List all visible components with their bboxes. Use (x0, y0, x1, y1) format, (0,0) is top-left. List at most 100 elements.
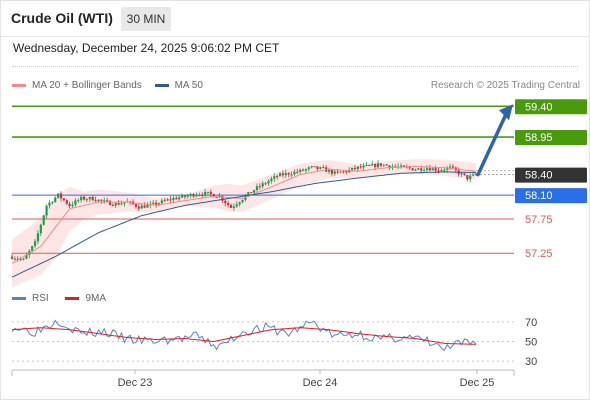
x-tick-label: Dec 24 (303, 377, 338, 389)
timeframe-button[interactable]: 30 MIN (121, 7, 171, 31)
candle-body (446, 167, 449, 170)
level-tag-58-40 (515, 167, 587, 183)
candle-body (270, 178, 273, 182)
candle-body (16, 258, 19, 260)
candle-body (120, 203, 123, 205)
candle-body (336, 171, 339, 173)
candle-body (212, 194, 215, 198)
rsi-ma-line (11, 327, 477, 345)
candle-body (443, 169, 446, 171)
candle-body (284, 172, 287, 176)
legend-ma50: MA 50 (154, 80, 203, 91)
level-tag-58-10 (515, 188, 587, 204)
candle-body (198, 194, 201, 196)
rsi-tick-30: 30 (525, 356, 537, 368)
candle-body (175, 198, 178, 200)
price-legend: MA 20 + Bollinger Bands MA 50 (12, 80, 213, 91)
candle-body (278, 173, 282, 177)
candle-body (42, 215, 45, 225)
candle-body (183, 195, 187, 197)
rsi-tick-50: 50 (525, 336, 537, 348)
legend-rsi-ma: 9MA (65, 293, 106, 304)
candle-body (399, 165, 403, 167)
chart-header: Crude Oil (WTI) 30 MIN (0, 0, 590, 37)
level-label-57-25: 57.25 (525, 248, 553, 260)
candle-body (304, 169, 308, 171)
candle-body (250, 192, 253, 194)
candle-body (258, 186, 261, 188)
candle-body (123, 202, 126, 204)
forecast-arrow (476, 112, 508, 177)
candle-body (192, 194, 195, 197)
candle-body (322, 167, 325, 169)
candle-body (296, 171, 299, 173)
candle-body (178, 197, 181, 200)
candle-body (221, 196, 224, 201)
candle-body (350, 167, 354, 170)
candle-body (25, 254, 28, 259)
candle-body (22, 258, 25, 260)
candle-body (152, 202, 155, 204)
candle-body (31, 245, 34, 251)
rsi-legend: RSI 9MA (12, 293, 120, 304)
candle-body (411, 168, 414, 171)
candle-body (62, 198, 65, 201)
candle-body (227, 203, 230, 206)
candle-body (368, 165, 371, 167)
level-label-58-40: 58.40 (525, 170, 553, 182)
candle-body (229, 205, 233, 208)
candle-body (385, 164, 388, 166)
candle-body (54, 197, 57, 203)
candle-body (163, 200, 166, 202)
ma20-line (11, 165, 477, 264)
candle-body (77, 200, 80, 202)
candle-body (414, 169, 417, 171)
forecast-arrow-head (499, 104, 513, 121)
candle-body (267, 181, 270, 184)
candle-body (290, 174, 293, 176)
candle-body (140, 205, 143, 209)
candle-body (313, 166, 316, 168)
bollinger-band (12, 159, 476, 288)
candle-body (45, 205, 48, 216)
candle-body (261, 183, 264, 187)
candle-body (417, 168, 420, 170)
candle-body (224, 200, 227, 204)
candle-body (186, 195, 189, 197)
candle-body (180, 195, 184, 198)
x-tick-label: Dec 23 (118, 377, 153, 389)
candle-body (316, 166, 319, 169)
candle-body (434, 168, 437, 171)
candle-body (195, 194, 198, 197)
candle-body (13, 258, 16, 260)
candle-body (474, 174, 478, 176)
candle-body (264, 183, 267, 185)
timestamp: Wednesday, December 24, 2025 9:06:02 PM … (13, 41, 280, 55)
candle-body (310, 166, 313, 168)
level-label-59-40: 59.40 (525, 101, 553, 113)
candle-body (36, 233, 40, 242)
candle-body (100, 199, 103, 201)
candle-body (365, 165, 368, 167)
candle-body (301, 169, 305, 171)
candle-body (423, 169, 426, 171)
x-tick-label: Dec 25 (460, 377, 495, 389)
level-label-58-95: 58.95 (525, 132, 553, 144)
candle-body (157, 203, 161, 205)
level-label-57-75: 57.75 (525, 214, 553, 226)
candle-body (247, 192, 250, 196)
candle-body (287, 172, 290, 175)
candle-body (201, 194, 204, 196)
candle-body (85, 199, 89, 201)
candle-body (19, 259, 22, 261)
candle-body (255, 186, 259, 191)
candle-body (428, 168, 431, 171)
candle-body (143, 205, 146, 208)
candle-body (117, 203, 120, 205)
candle-body (88, 196, 91, 200)
divider (12, 66, 578, 67)
candle-body (206, 191, 210, 193)
candle-body (472, 174, 475, 176)
candle-body (48, 202, 51, 206)
